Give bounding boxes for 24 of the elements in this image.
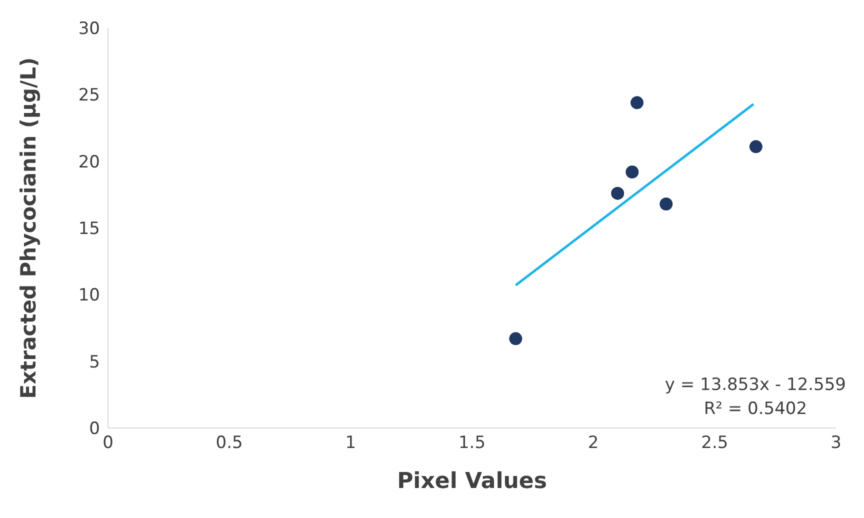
y-tick-label: 5	[89, 352, 100, 372]
y-tick-label: 25	[78, 86, 100, 106]
y-tick-label: 15	[78, 219, 100, 240]
x-tick-label: 0	[102, 433, 114, 454]
x-tick-label: 0.5	[216, 433, 243, 454]
y-tick-label: 30	[78, 19, 100, 40]
point	[611, 186, 624, 200]
point	[626, 166, 639, 178]
annotation: R² = 0.5402	[702, 398, 808, 421]
x-tick-label: 1.5	[458, 433, 486, 454]
y-tick-label: 0	[89, 419, 100, 440]
y-tick-label: 20	[78, 152, 100, 172]
point	[630, 96, 644, 110]
y-axis-title: Extracted Phycocianin (µg/L)	[16, 57, 40, 399]
point	[509, 332, 522, 346]
x-tick-label: 3	[830, 433, 842, 454]
x-axis-title: Pixel Values	[397, 469, 547, 494]
x-tick-label: 2	[588, 433, 599, 454]
x-tick-label: 2.5	[701, 433, 728, 454]
y-tick-label: 10	[78, 286, 100, 306]
x-tick-label: 1	[345, 433, 356, 454]
point	[749, 140, 762, 154]
annotation: y = 13.853x - 12.559	[664, 374, 846, 397]
point	[660, 198, 673, 210]
